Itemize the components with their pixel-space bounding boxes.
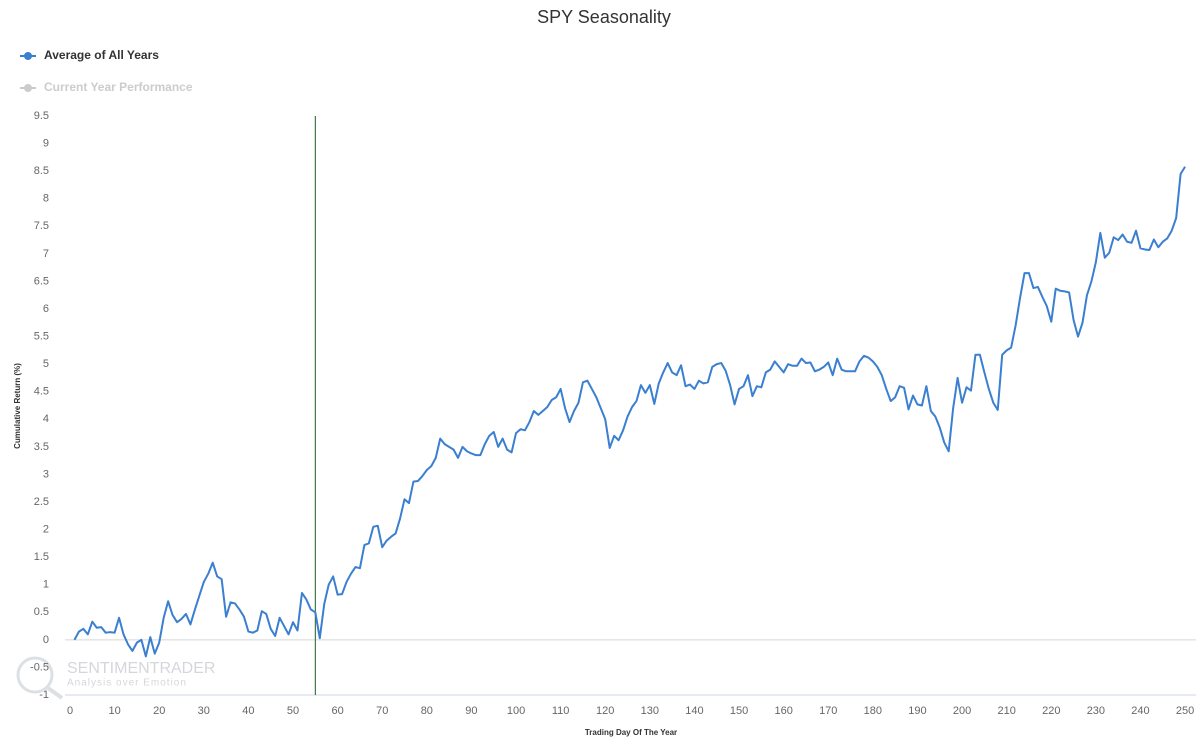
legend-item[interactable]: Current Year Performance xyxy=(20,80,193,94)
x-tick-label: 230 xyxy=(1087,705,1105,717)
chart-title: SPY Seasonality xyxy=(537,7,671,27)
y-tick-label: 5 xyxy=(43,358,49,370)
x-axis-title: Trading Day Of The Year xyxy=(585,728,677,737)
x-tick-label: 200 xyxy=(953,705,971,717)
x-tick-label: 30 xyxy=(198,705,210,717)
x-tick-label: 80 xyxy=(421,705,433,717)
y-tick-label: 7.5 xyxy=(34,220,49,232)
y-tick-label: -0.5 xyxy=(30,661,49,673)
legend-item[interactable]: Average of All Years xyxy=(20,48,159,62)
watermark-icon xyxy=(46,686,64,700)
y-tick-label: 0 xyxy=(43,634,49,646)
y-tick-label: 9.5 xyxy=(34,110,49,122)
watermark-tagline: Analysis over Emotion xyxy=(67,678,187,689)
y-tick-label: 0.5 xyxy=(34,606,49,618)
x-tick-label: 10 xyxy=(108,705,120,717)
x-tick-label: 100 xyxy=(507,705,525,717)
y-tick-label: 2 xyxy=(43,523,49,535)
x-tick-label: 70 xyxy=(376,705,388,717)
x-tick-label: 120 xyxy=(596,705,614,717)
x-tick-label: 160 xyxy=(774,705,792,717)
x-tick-label: 250 xyxy=(1176,705,1194,717)
y-tick-label: 9 xyxy=(43,137,49,149)
x-tick-label: 50 xyxy=(287,705,299,717)
watermark: SENTIMENTRADER Analysis over Emotion xyxy=(16,656,215,700)
x-tick-label: 170 xyxy=(819,705,837,717)
legend-swatch xyxy=(24,52,32,60)
x-tick-label: 0 xyxy=(67,705,73,717)
y-tick-label: 3 xyxy=(43,468,49,480)
x-tick-label: 110 xyxy=(552,705,570,717)
x-tick-label: 190 xyxy=(908,705,926,717)
x-tick-label: 220 xyxy=(1042,705,1060,717)
watermark-icon xyxy=(16,656,54,694)
x-tick-label: 150 xyxy=(730,705,748,717)
x-tick-label: 140 xyxy=(685,705,703,717)
watermark-text: SENTIMENTRADER xyxy=(67,660,215,677)
y-tick-label: 4 xyxy=(43,413,49,425)
y-tick-label: 4.5 xyxy=(34,386,49,398)
y-tick-label: 5.5 xyxy=(34,330,49,342)
y-tick-label: 1.5 xyxy=(34,551,49,563)
series-line xyxy=(73,166,1186,658)
x-tick-label: 40 xyxy=(242,705,254,717)
y-tick-label: 8.5 xyxy=(34,165,49,177)
x-tick-label: 210 xyxy=(997,705,1015,717)
y-tick-label: -1 xyxy=(39,689,49,701)
x-tick-label: 180 xyxy=(864,705,882,717)
legend-label: Current Year Performance xyxy=(44,80,193,94)
y-tick-label: 3.5 xyxy=(34,441,49,453)
y-axis-title: Cumulative Return (%) xyxy=(13,363,22,449)
y-tick-label: 7 xyxy=(43,248,49,260)
x-tick-label: 130 xyxy=(641,705,659,717)
x-tick-label: 20 xyxy=(153,705,165,717)
x-tick-label: 240 xyxy=(1131,705,1149,717)
y-tick-label: 1 xyxy=(43,579,49,591)
legend-label: Average of All Years xyxy=(44,48,159,62)
legend-swatch xyxy=(24,84,32,92)
x-tick-label: 90 xyxy=(465,705,477,717)
y-tick-label: 6 xyxy=(43,303,49,315)
y-tick-label: 2.5 xyxy=(34,496,49,508)
y-tick-label: 8 xyxy=(43,193,49,205)
y-tick-label: 6.5 xyxy=(34,275,49,287)
x-tick-label: 60 xyxy=(331,705,343,717)
